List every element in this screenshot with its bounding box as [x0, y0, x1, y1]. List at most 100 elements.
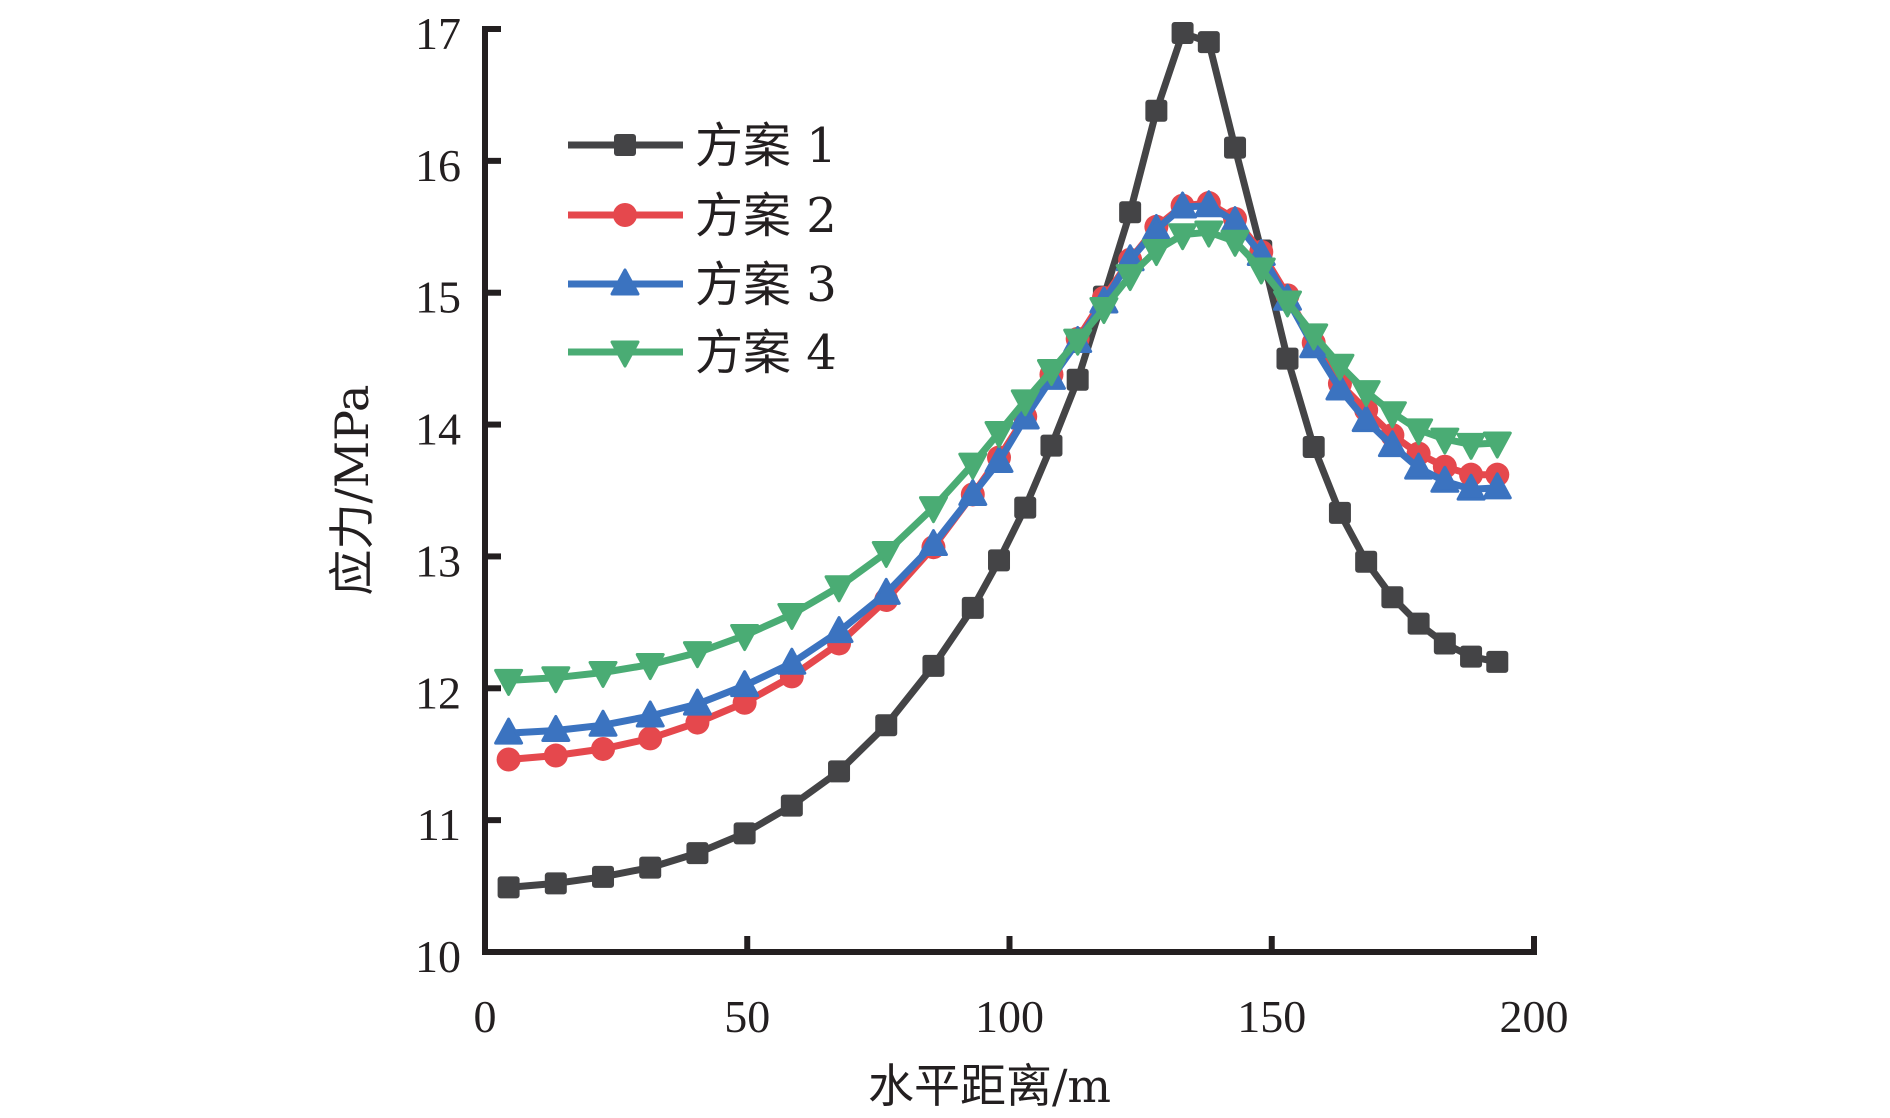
- series-4: [494, 220, 1512, 696]
- legend-marker: [610, 340, 640, 368]
- data-point: [1404, 418, 1434, 446]
- data-point: [1272, 290, 1302, 318]
- data-point: [1377, 430, 1407, 458]
- x-tick-label: 50: [724, 991, 770, 1042]
- data-point: [828, 760, 851, 783]
- legend-marker: [613, 203, 637, 227]
- data-point: [1224, 136, 1247, 159]
- data-point: [1456, 473, 1486, 501]
- data-point: [543, 743, 568, 768]
- data-point: [635, 700, 665, 728]
- axes: 10 11 12 13 14 15 16 17 0 50 100 150 200: [415, 8, 1569, 1042]
- data-point: [1036, 359, 1066, 387]
- data-point: [1276, 347, 1299, 370]
- data-point: [777, 602, 807, 630]
- legend-label: 方案 2: [695, 188, 837, 244]
- legend-marker: [614, 134, 636, 156]
- data-point: [638, 726, 663, 751]
- series-layer: [494, 21, 1512, 899]
- data-point: [1145, 99, 1168, 122]
- y-tick-label: 10: [415, 931, 461, 982]
- legend-item: 方案 3: [568, 257, 837, 313]
- data-point: [1302, 435, 1325, 458]
- data-point: [918, 496, 948, 524]
- data-point: [1456, 432, 1486, 460]
- data-point: [961, 596, 984, 619]
- legend-marker: [610, 268, 640, 296]
- data-point: [592, 865, 615, 888]
- data-point: [1197, 31, 1220, 54]
- data-point: [1433, 632, 1456, 655]
- data-point: [1220, 229, 1250, 257]
- x-tick-label: 200: [1500, 991, 1569, 1042]
- data-point: [1141, 239, 1171, 267]
- data-point: [780, 794, 803, 817]
- data-point: [777, 647, 807, 675]
- data-point: [588, 660, 618, 688]
- x-tick-label: 0: [474, 991, 497, 1042]
- data-point: [875, 714, 898, 737]
- data-point: [1115, 264, 1145, 292]
- data-point: [1168, 223, 1198, 251]
- data-point: [1010, 389, 1040, 417]
- data-point: [733, 822, 756, 845]
- data-point: [1168, 191, 1198, 219]
- data-point: [686, 842, 709, 865]
- series-2: [496, 191, 1510, 772]
- x-tick-label: 100: [975, 991, 1044, 1042]
- data-point: [1328, 501, 1351, 524]
- data-point: [958, 478, 988, 506]
- data-point: [1430, 427, 1460, 455]
- legend-label: 方案 3: [695, 257, 837, 313]
- data-point: [685, 710, 710, 735]
- data-point: [958, 452, 988, 480]
- data-point: [1377, 401, 1407, 429]
- y-ticks: 10 11 12 13 14 15 16 17: [415, 8, 501, 982]
- data-point: [494, 717, 524, 745]
- data-point: [1063, 328, 1093, 356]
- data-point: [682, 641, 712, 669]
- data-point: [544, 872, 567, 895]
- data-point: [541, 714, 571, 742]
- data-point: [1089, 297, 1119, 325]
- legend: 方案 1 方案 2 方案 3 方案 4: [568, 118, 837, 381]
- data-point: [496, 747, 521, 772]
- data-point: [591, 736, 616, 761]
- data-point: [541, 666, 571, 694]
- x-ticks: 0 50 100 150 200: [474, 936, 1569, 1042]
- data-point: [1299, 323, 1329, 351]
- x-axis-title: 水平距离/m: [868, 1059, 1111, 1113]
- data-point: [1325, 373, 1355, 401]
- data-point: [1381, 586, 1404, 609]
- legend-label: 方案 4: [695, 325, 837, 381]
- data-point: [922, 654, 945, 677]
- data-point: [635, 653, 665, 681]
- y-tick-label: 12: [415, 667, 461, 718]
- data-point: [1014, 496, 1037, 519]
- data-point: [1460, 645, 1483, 668]
- data-point: [1119, 201, 1142, 224]
- data-point: [824, 575, 854, 603]
- data-point: [1430, 465, 1460, 493]
- data-point: [1407, 612, 1430, 635]
- data-point: [1482, 472, 1512, 500]
- legend-item: 方案 1: [568, 118, 837, 174]
- data-point: [1355, 550, 1378, 573]
- data-point: [824, 616, 854, 644]
- data-point: [1351, 405, 1381, 433]
- data-point: [984, 420, 1014, 448]
- data-point: [918, 529, 948, 557]
- data-point: [1482, 431, 1512, 459]
- data-point: [639, 856, 662, 879]
- data-point: [682, 688, 712, 716]
- data-point: [1194, 190, 1224, 218]
- data-point: [1404, 452, 1434, 480]
- data-point: [494, 668, 524, 696]
- data-point: [730, 670, 760, 698]
- data-point: [984, 445, 1014, 473]
- y-tick-label: 14: [415, 404, 461, 455]
- data-point: [588, 709, 618, 737]
- y-tick-label: 13: [415, 535, 461, 586]
- y-tick-label: 17: [415, 8, 461, 59]
